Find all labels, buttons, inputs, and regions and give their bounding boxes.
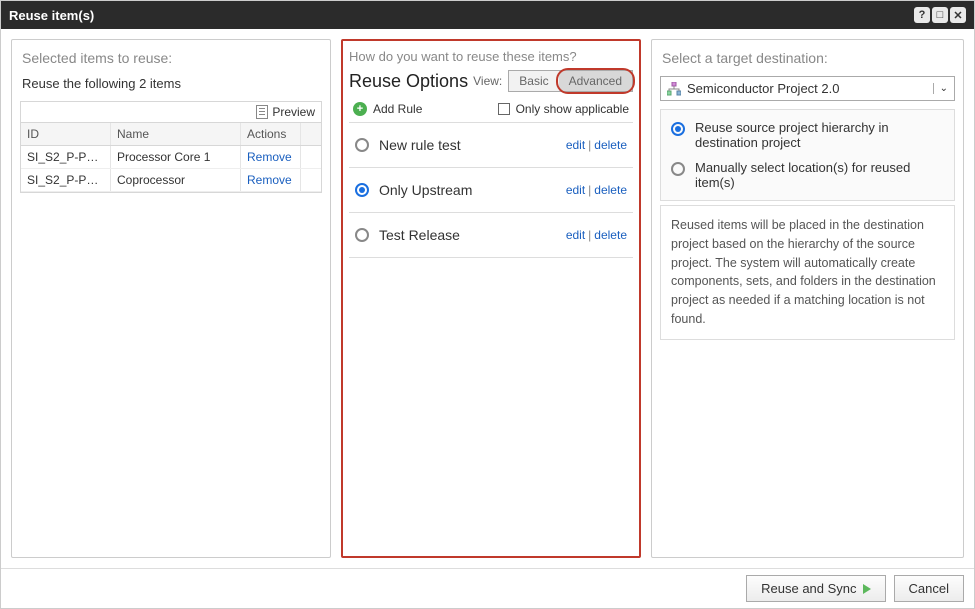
selected-items-panel: Selected items to reuse: Reuse the follo… — [11, 39, 331, 558]
selected-items-count: Reuse the following 2 items — [22, 76, 322, 91]
reuse-and-sync-button[interactable]: Reuse and Sync — [746, 575, 885, 602]
reuse-question: How do you want to reuse these items? — [349, 49, 633, 64]
rule-label: Only Upstream — [379, 182, 472, 198]
cancel-button[interactable]: Cancel — [894, 575, 964, 602]
cell-name: Coprocessor — [111, 169, 241, 191]
project-select[interactable]: Semiconductor Project 2.0 ⌄ — [660, 76, 955, 101]
arrow-right-icon — [863, 584, 871, 594]
delete-link[interactable]: delete — [594, 228, 627, 242]
reuse-options-header: Reuse Options View: Basic Advanced — [349, 70, 633, 92]
window-controls: ? □ ✕ — [914, 7, 966, 23]
cell-name: Processor Core 1 — [111, 146, 241, 168]
preview-button[interactable]: Preview — [20, 101, 322, 123]
rule-item[interactable]: Only Upstream edit|delete — [349, 168, 633, 213]
edit-link[interactable]: edit — [566, 138, 585, 152]
dialog-body: Selected items to reuse: Reuse the follo… — [1, 29, 974, 568]
rule-label: Test Release — [379, 227, 460, 243]
edit-link[interactable]: edit — [566, 183, 585, 197]
checkbox-icon — [498, 103, 510, 115]
option-hierarchy[interactable]: Reuse source project hierarchy in destin… — [671, 120, 944, 150]
selected-items-title: Selected items to reuse: — [22, 50, 322, 66]
cell-id: SI_S2_P-P_R… — [21, 146, 111, 168]
delete-link[interactable]: delete — [594, 183, 627, 197]
rule-label: New rule test — [379, 137, 461, 153]
dialog-footer: Reuse and Sync Cancel — [1, 568, 974, 608]
close-icon[interactable]: ✕ — [950, 7, 966, 23]
destination-panel: Select a target destination: Semiconduct… — [651, 39, 964, 558]
option-label: Reuse source project hierarchy in destin… — [695, 120, 944, 150]
remove-link[interactable]: Remove — [241, 169, 301, 191]
preview-label: Preview — [272, 105, 315, 119]
radio-icon[interactable] — [355, 138, 369, 152]
radio-icon[interactable] — [671, 122, 685, 136]
rule-item[interactable]: Test Release edit|delete — [349, 213, 633, 258]
view-segmented: Basic Advanced — [508, 70, 633, 92]
col-extra — [301, 130, 321, 138]
col-actions[interactable]: Actions — [241, 123, 301, 145]
option-description: Reused items will be placed in the desti… — [660, 205, 955, 340]
only-applicable-checkbox[interactable]: Only show applicable — [498, 102, 629, 116]
view-toggle: View: Basic Advanced — [473, 70, 633, 92]
rules-list: New rule test edit|delete Only Upstream … — [349, 123, 633, 258]
view-advanced[interactable]: Advanced — [559, 71, 632, 91]
view-basic[interactable]: Basic — [509, 71, 558, 91]
only-applicable-label: Only show applicable — [516, 102, 629, 116]
table-header: ID Name Actions — [21, 123, 321, 146]
destination-options: Reuse source project hierarchy in destin… — [660, 109, 955, 201]
view-label: View: — [473, 74, 502, 88]
option-label: Manually select location(s) for reused i… — [695, 160, 944, 190]
button-label: Reuse and Sync — [761, 581, 856, 596]
help-icon[interactable]: ? — [914, 7, 930, 23]
document-icon — [256, 105, 268, 119]
delete-link[interactable]: delete — [594, 138, 627, 152]
radio-icon[interactable] — [355, 228, 369, 242]
table-row[interactable]: SI_S2_P-P_R… Processor Core 1 Remove — [21, 146, 321, 169]
col-id[interactable]: ID — [21, 123, 111, 145]
reuse-dialog: Reuse item(s) ? □ ✕ Selected items to re… — [0, 0, 975, 609]
window-title: Reuse item(s) — [9, 8, 94, 23]
button-label: Cancel — [909, 581, 949, 596]
reuse-options-heading: Reuse Options — [349, 71, 468, 92]
items-table: ID Name Actions SI_S2_P-P_R… Processor C… — [20, 123, 322, 193]
col-name[interactable]: Name — [111, 123, 241, 145]
plus-icon: + — [353, 102, 367, 116]
chevron-down-icon: ⌄ — [933, 83, 948, 94]
cell-id: SI_S2_P-P_R… — [21, 169, 111, 191]
add-rule-row: + Add Rule Only show applicable — [349, 96, 633, 123]
add-rule-button[interactable]: + Add Rule — [353, 102, 422, 116]
reuse-options-panel: How do you want to reuse these items? Re… — [341, 39, 641, 558]
edit-link[interactable]: edit — [566, 228, 585, 242]
table-row[interactable]: SI_S2_P-P_R… Coprocessor Remove — [21, 169, 321, 192]
destination-title: Select a target destination: — [662, 50, 955, 66]
add-rule-label: Add Rule — [373, 102, 422, 116]
remove-link[interactable]: Remove — [241, 146, 301, 168]
project-name: Semiconductor Project 2.0 — [687, 81, 839, 96]
radio-icon[interactable] — [355, 183, 369, 197]
maximize-icon[interactable]: □ — [932, 7, 948, 23]
rule-item[interactable]: New rule test edit|delete — [349, 123, 633, 168]
option-manual[interactable]: Manually select location(s) for reused i… — [671, 160, 944, 190]
title-bar: Reuse item(s) ? □ ✕ — [1, 1, 974, 29]
radio-icon[interactable] — [671, 162, 685, 176]
hierarchy-icon — [667, 82, 681, 96]
